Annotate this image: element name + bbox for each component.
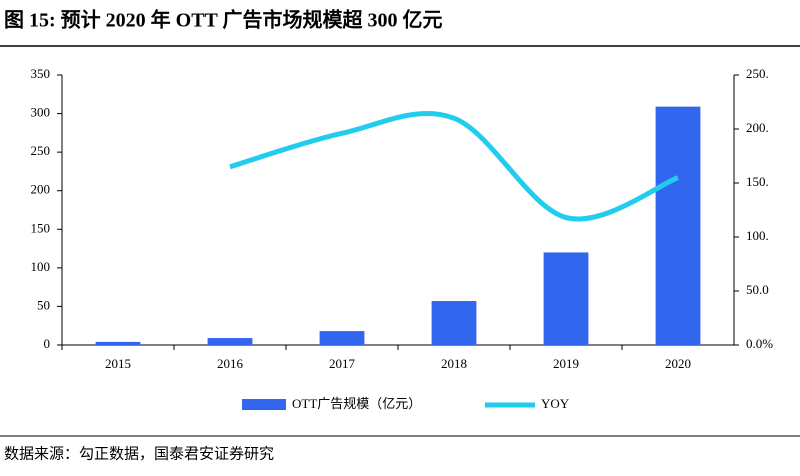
bar: [319, 331, 365, 345]
bar: [95, 341, 141, 345]
y2-tick-label: 200.: [746, 120, 769, 135]
x-tick-label: 2015: [105, 356, 131, 371]
bar: [431, 301, 477, 345]
source: 数据来源：勾正数据，国泰君安证券研究: [4, 445, 274, 462]
y2-tick-label: 100.: [746, 228, 769, 243]
x-tick-label: 2017: [329, 356, 356, 371]
bar: [543, 252, 589, 345]
legend-label: OTT广告规模（亿元）: [292, 396, 421, 411]
y2-tick-label: 0.0%: [746, 336, 773, 351]
y2-tick-label: 50.0: [746, 282, 769, 297]
chart-title: 图 15: 预计 2020 年 OTT 广告市场规模超 300 亿元: [4, 8, 443, 32]
legend-label: YOY: [541, 396, 570, 411]
legend-swatch: [242, 399, 286, 410]
y-tick-label: 150: [31, 220, 51, 235]
x-tick-label: 2018: [441, 356, 467, 371]
x-tick-label: 2019: [553, 356, 579, 371]
y-tick-label: 250: [31, 143, 51, 158]
y2-tick-label: 150.: [746, 174, 769, 189]
y-tick-label: 200: [31, 182, 51, 197]
x-tick-label: 2020: [665, 356, 691, 371]
y-tick-label: 50: [37, 297, 50, 312]
y-tick-label: 100: [31, 259, 51, 274]
bar: [207, 338, 253, 345]
y-tick-label: 300: [31, 105, 51, 120]
x-tick-label: 2016: [217, 356, 244, 371]
y-tick-label: 0: [44, 336, 51, 351]
bar: [655, 106, 701, 345]
y2-tick-label: 250.: [746, 66, 769, 81]
line: [229, 111, 679, 222]
y-tick-label: 350: [31, 66, 51, 81]
